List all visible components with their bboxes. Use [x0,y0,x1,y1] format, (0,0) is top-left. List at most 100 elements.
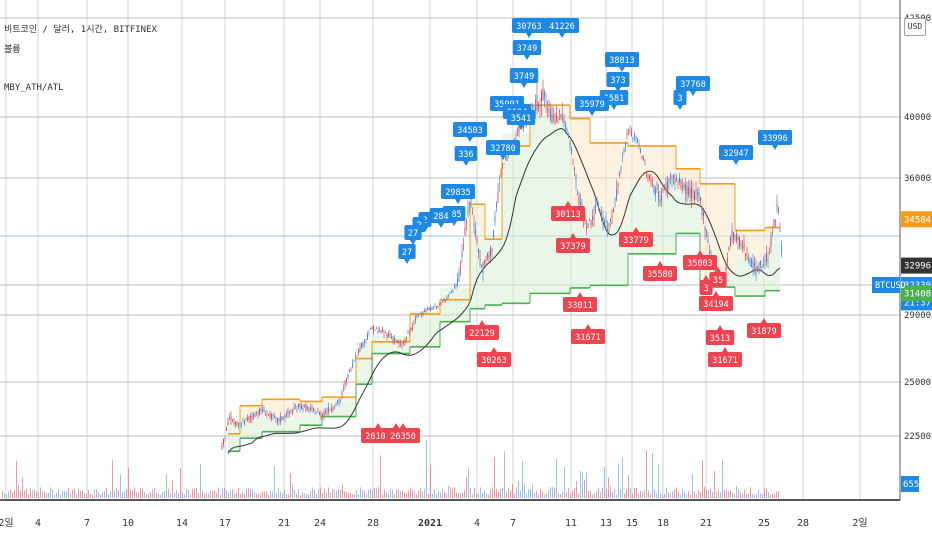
high-marker-label: 3749 [517,44,537,54]
volume-bar [88,490,89,498]
volume-bar [120,474,121,498]
volume-bar [260,493,261,498]
volume-bar [662,494,663,498]
candle-body [578,195,580,205]
volume-bar [406,493,407,498]
candle-body [683,184,685,188]
volume-bar [716,491,717,498]
candle-body [775,220,776,222]
candle-body [239,424,241,425]
volume-bar [620,489,621,498]
symbol-tag [872,277,900,293]
candle-body [320,413,322,417]
candle-body [553,115,554,118]
volume-bar [528,488,529,498]
x-tick-label: 10 [122,518,134,529]
volume-bar [314,489,315,498]
low-marker-pointer [657,261,663,266]
volume-bar [178,492,179,498]
candle-body [473,224,475,227]
volume-bar [22,478,23,498]
candle-body [503,162,505,164]
volume-bar [494,457,495,498]
volume-bar [188,490,189,498]
candle-body [436,306,437,308]
candle-body [352,363,353,367]
volume-bar [294,489,295,498]
volume-bar [248,487,249,498]
atl-fill [300,410,322,426]
candle-body [706,234,707,237]
volume-bar [758,489,759,498]
x-tick-label: 18 [657,518,669,529]
volume-bar [644,489,645,498]
high-marker [454,146,478,161]
high-marker-pointer [500,155,506,160]
volume-bar [574,488,575,498]
candle-body [610,218,611,222]
volume-bar [92,494,93,498]
candle-body [233,420,235,422]
volume-bar [112,460,113,498]
volume-bar [64,491,65,498]
high-marker-pointer [451,221,457,226]
volume-bar [328,487,329,498]
volume-bar [398,490,399,498]
candle-body [248,416,250,420]
candle-body [284,415,286,418]
candle-body [544,91,545,97]
volume-bar [538,494,539,498]
candle-body [325,411,326,414]
volume-bar [226,490,227,498]
high-marker [453,122,487,137]
volume-bar [164,491,165,498]
candle-body [227,421,229,425]
low-marker [747,323,781,338]
candle-body [776,204,778,206]
volume-bar [762,494,763,498]
candle-body [235,421,236,425]
volume-bar [98,492,99,498]
volume-bar [254,491,255,498]
candle-body [670,175,671,179]
candle-body [478,248,479,254]
volume-bar [614,489,615,498]
volume-bar [698,490,699,498]
candle-body [514,139,515,141]
candle-body [536,95,538,111]
volume-bar [346,492,347,498]
volume-bar [628,475,629,498]
volume-bar [480,487,481,498]
volume-bar [220,494,221,498]
candle-body [577,194,578,196]
volume-bar [454,487,455,498]
volume-bar [544,494,545,498]
high-marker [486,140,520,155]
candle-body [401,346,403,348]
volume-bar [500,488,501,498]
volume-bar [10,489,11,498]
volume-bar [194,488,195,498]
volume-tag [901,476,919,492]
volume-bar [156,493,157,498]
candle-body [746,253,748,255]
volume-bar [132,490,133,498]
x-tick-label: 28 [797,518,809,529]
candle-body [589,219,590,221]
volume-bar [724,490,725,498]
high-marker-pointer [677,105,683,110]
candle-body [331,407,332,410]
volume-bar [562,491,563,498]
candle-body [302,408,304,410]
candle-body [266,413,268,415]
volume-bar [108,494,109,498]
high-marker [404,225,422,240]
low-marker [386,428,420,443]
currency-button[interactable]: USD [904,18,926,36]
volume-bar [598,487,599,498]
volume-bar [282,493,283,498]
atl-fill [765,233,780,291]
volume-bar [396,489,397,498]
atl-fill [440,287,470,322]
